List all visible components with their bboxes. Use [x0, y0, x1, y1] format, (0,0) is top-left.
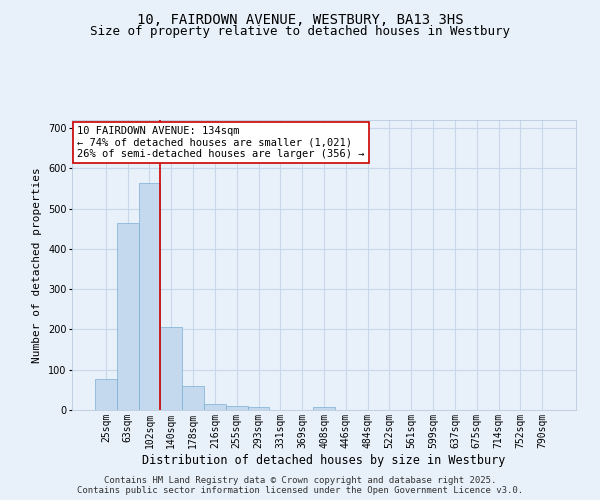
Bar [248, 407, 269, 410]
X-axis label: Distribution of detached houses by size in Westbury: Distribution of detached houses by size … [142, 454, 506, 466]
Bar [160, 326, 182, 410]
Bar [182, 386, 204, 410]
Bar [117, 222, 139, 410]
Text: Contains HM Land Registry data © Crown copyright and database right 2025.
Contai: Contains HM Land Registry data © Crown c… [77, 476, 523, 495]
Bar [313, 407, 335, 410]
Y-axis label: Number of detached properties: Number of detached properties [32, 167, 43, 363]
Bar [139, 183, 160, 410]
Text: 10 FAIRDOWN AVENUE: 134sqm
← 74% of detached houses are smaller (1,021)
26% of s: 10 FAIRDOWN AVENUE: 134sqm ← 74% of deta… [77, 126, 365, 159]
Bar [204, 404, 226, 410]
Text: Size of property relative to detached houses in Westbury: Size of property relative to detached ho… [90, 25, 510, 38]
Text: 10, FAIRDOWN AVENUE, WESTBURY, BA13 3HS: 10, FAIRDOWN AVENUE, WESTBURY, BA13 3HS [137, 12, 463, 26]
Bar [95, 378, 117, 410]
Bar [226, 406, 248, 410]
